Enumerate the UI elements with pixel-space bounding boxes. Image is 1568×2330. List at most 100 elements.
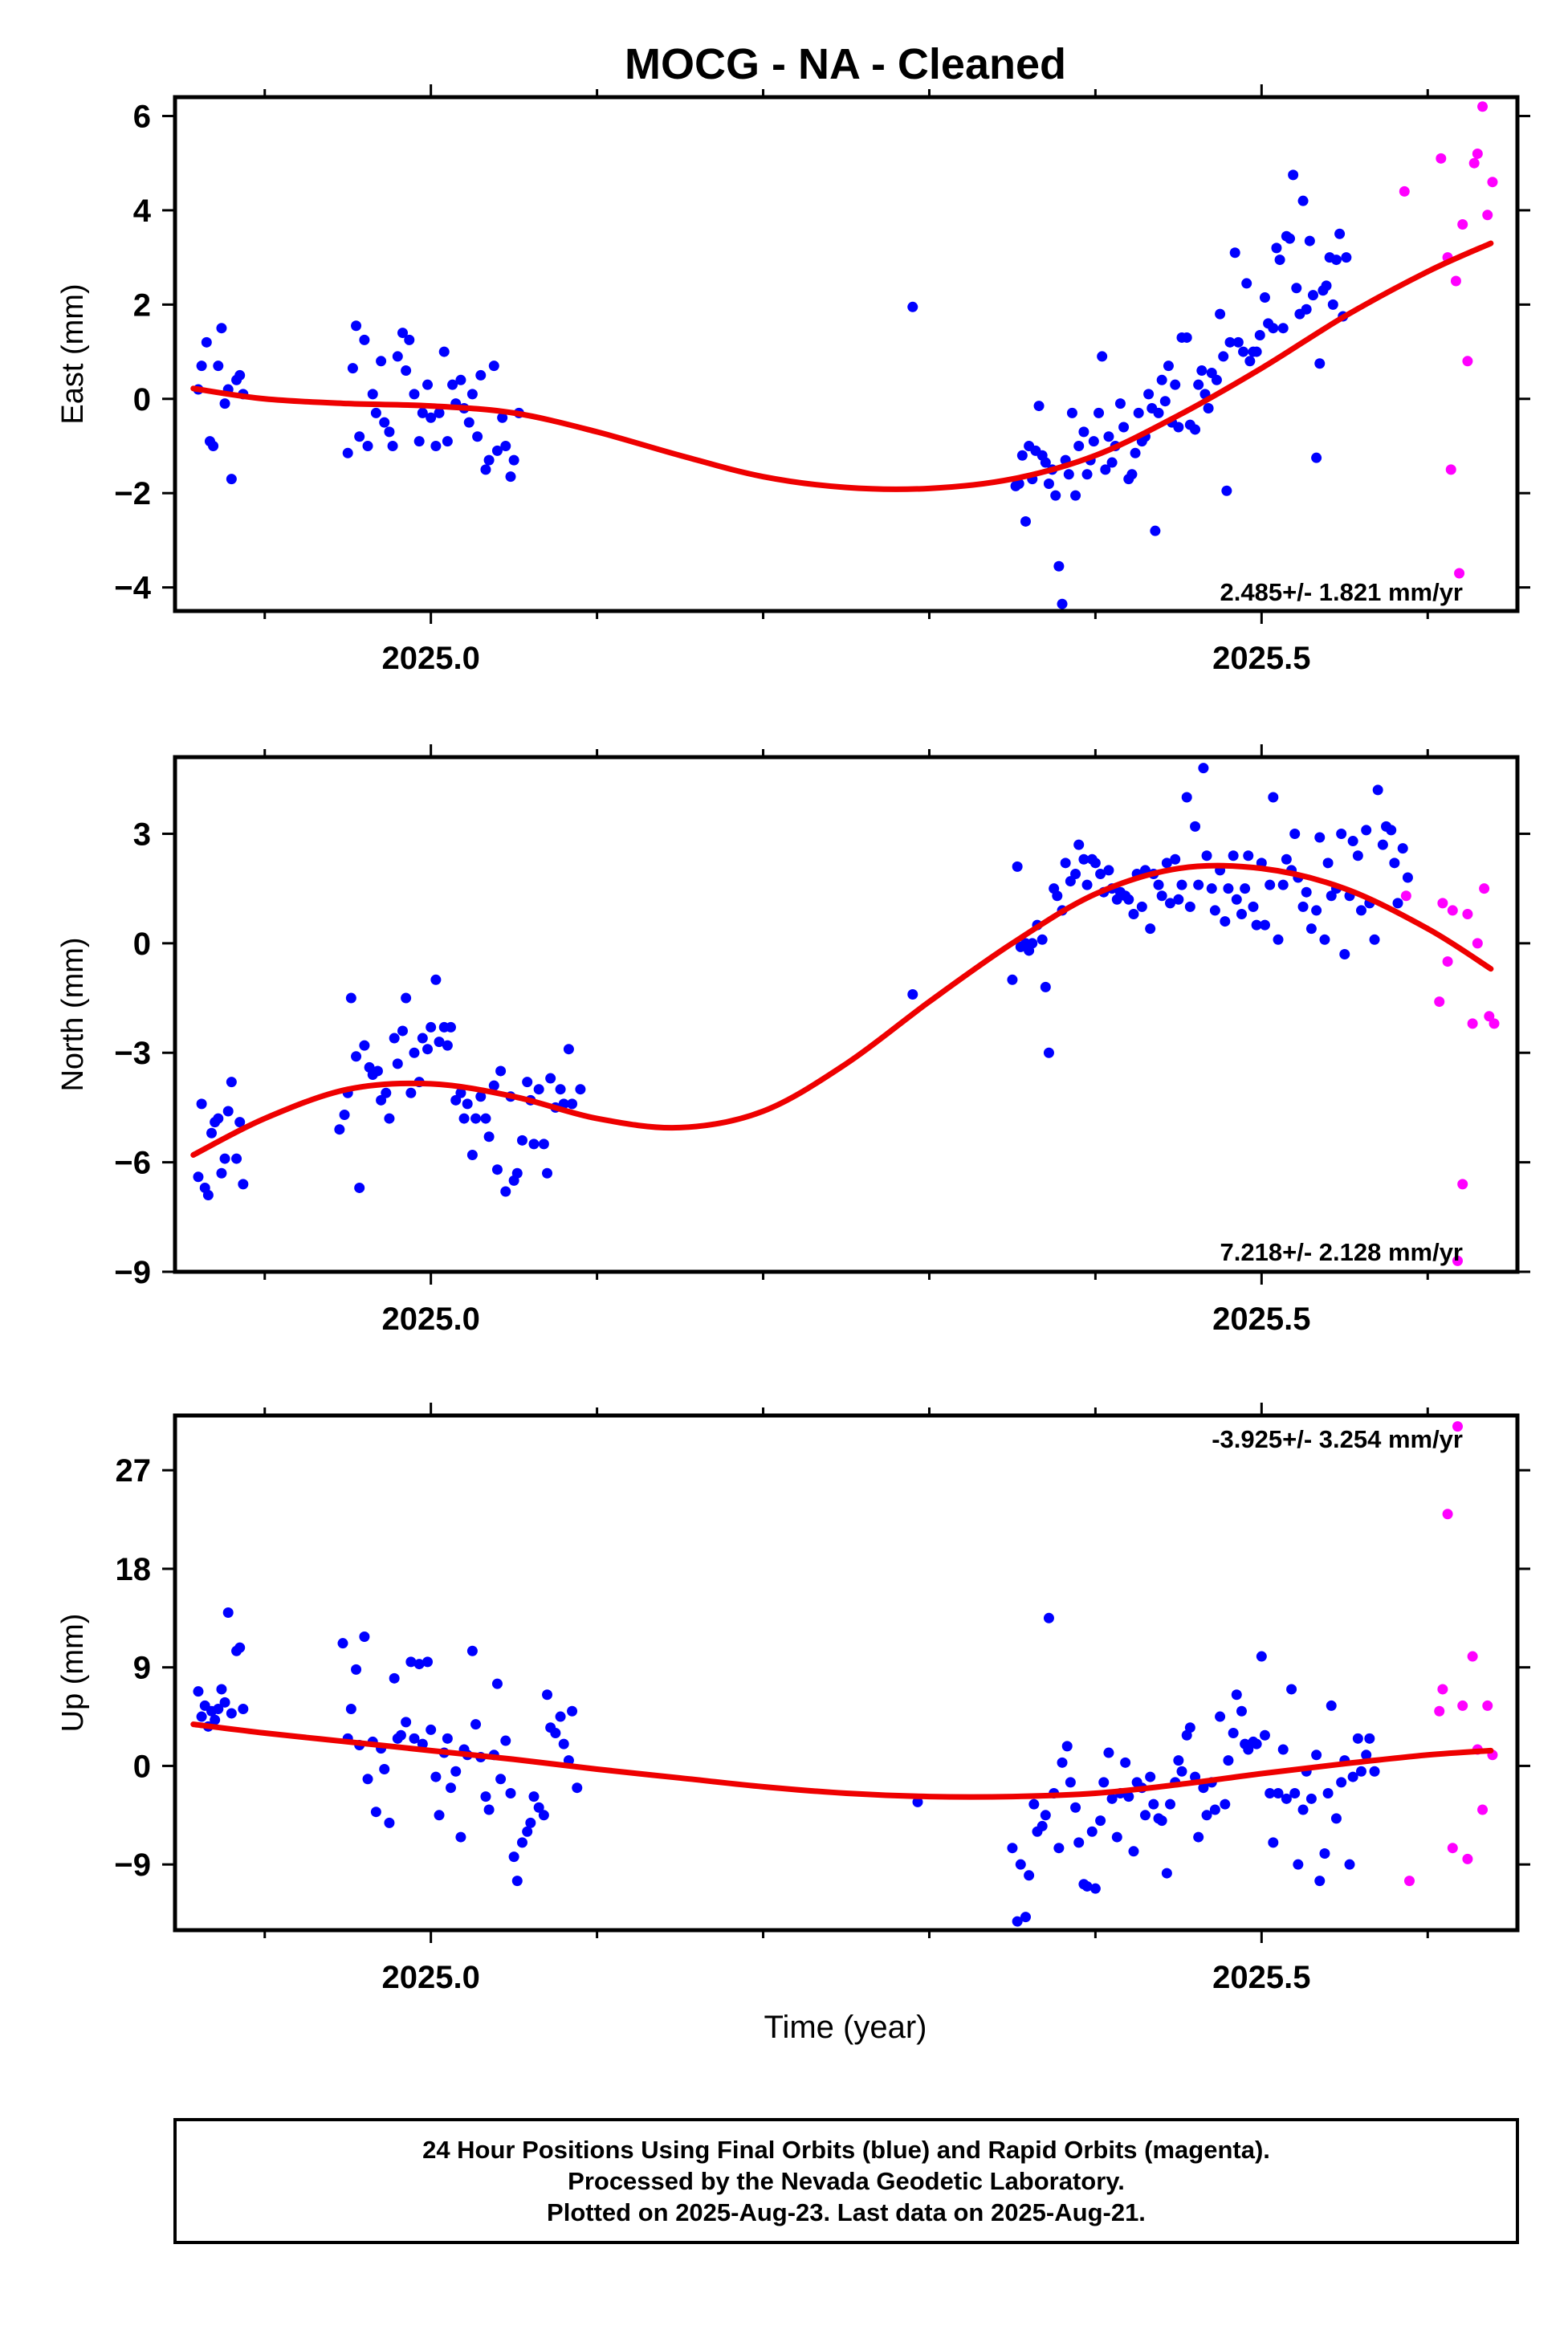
north-final-orbit-point — [1402, 872, 1413, 883]
up-final-orbit-point — [516, 1837, 527, 1848]
east-final-orbit-point — [1106, 457, 1118, 468]
east-final-orbit-point — [1193, 379, 1204, 390]
north-final-orbit-point — [1265, 879, 1276, 890]
north-final-orbit-point — [405, 1087, 417, 1098]
east-final-orbit-point — [1291, 283, 1302, 294]
up-final-orbit-point — [1012, 1916, 1023, 1927]
north-final-orbit-point — [372, 1065, 383, 1077]
up-final-orbit-point — [384, 1817, 395, 1828]
up-final-orbit-point — [1277, 1744, 1289, 1755]
up-final-orbit-point — [413, 1659, 425, 1670]
north-y-axis-label: North (mm) — [56, 937, 90, 1091]
north-final-orbit-point — [1070, 868, 1081, 879]
north-final-orbit-point — [226, 1077, 237, 1088]
up-final-orbit-point — [1347, 1771, 1358, 1782]
north-final-orbit-point — [1170, 853, 1181, 865]
up-final-orbit-point — [395, 1729, 406, 1741]
east-velocity-label: 2.485+/- 1.821 mm/yr — [1220, 578, 1463, 606]
up-final-orbit-point — [491, 1678, 503, 1689]
east-rapid-orbit-point — [1457, 219, 1468, 230]
north-rapid-orbit-point — [1479, 883, 1490, 894]
north-final-orbit-point — [1339, 948, 1350, 959]
east-final-orbit-point — [1130, 447, 1141, 458]
footer-line-1: 24 Hour Positions Using Final Orbits (bl… — [422, 2136, 1270, 2164]
up-final-orbit-point — [1336, 1777, 1347, 1788]
up-y-tick-label: 0 — [133, 1749, 151, 1784]
east-final-orbit-point — [1268, 323, 1279, 334]
up-final-orbit-point — [1103, 1747, 1114, 1758]
east-final-orbit-point — [1100, 464, 1111, 475]
east-final-orbit-point — [1066, 407, 1077, 418]
north-final-orbit-point — [1277, 879, 1289, 890]
north-final-orbit-point — [376, 1094, 387, 1106]
east-final-orbit-point — [1181, 332, 1192, 343]
east-final-orbit-point — [1133, 407, 1144, 418]
east-final-orbit-point — [354, 431, 365, 442]
east-final-orbit-point — [1244, 356, 1256, 367]
north-final-orbit-point — [1060, 857, 1071, 869]
up-final-orbit-point — [1193, 1831, 1204, 1843]
east-final-orbit-point — [1229, 247, 1240, 259]
up-final-orbit-point — [1297, 1804, 1309, 1815]
north-final-orbit-point — [491, 1164, 503, 1175]
up-rapid-orbit-point — [1477, 1804, 1489, 1815]
east-final-orbit-point — [219, 398, 230, 409]
north-final-orbit-point — [1322, 857, 1334, 869]
up-final-orbit-point — [508, 1851, 519, 1863]
up-rapid-orbit-point — [1437, 1684, 1448, 1695]
east-y-tick-label: 4 — [133, 193, 152, 229]
up-final-orbit-point — [1148, 1798, 1159, 1810]
east-final-orbit-point — [480, 464, 491, 475]
up-rapid-orbit-point — [1482, 1700, 1493, 1711]
north-final-orbit-point — [1361, 825, 1372, 836]
north-final-orbit-point — [1190, 821, 1201, 832]
up-final-orbit-point — [1089, 1883, 1101, 1894]
up-final-orbit-point — [216, 1684, 227, 1695]
up-final-orbit-point — [1281, 1793, 1292, 1804]
footer-frame — [173, 2118, 1519, 2244]
north-final-orbit-point — [511, 1167, 523, 1179]
east-final-orbit-point — [1304, 235, 1315, 246]
up-final-orbit-point — [1040, 1810, 1051, 1821]
north-final-orbit-point — [1043, 1047, 1054, 1058]
north-final-orbit-point — [202, 1190, 214, 1201]
east-final-orbit-point — [1288, 169, 1299, 181]
east-final-orbit-point — [409, 389, 420, 400]
east-final-orbit-point — [1114, 398, 1126, 409]
up-y-tick-label: 9 — [133, 1651, 151, 1686]
north-final-orbit-point — [1209, 905, 1220, 916]
north-final-orbit-point — [1397, 843, 1408, 854]
north-final-orbit-point — [216, 1167, 227, 1179]
east-final-orbit-point — [1334, 228, 1346, 239]
east-final-orbit-point — [1221, 485, 1232, 496]
north-final-orbit-point — [1073, 839, 1085, 850]
footer-box: 24 Hour Positions Using Final Orbits (bl… — [173, 2118, 1519, 2244]
north-final-orbit-point — [455, 1087, 466, 1098]
up-final-orbit-point — [1273, 1788, 1284, 1799]
up-final-orbit-point — [558, 1738, 569, 1750]
east-final-orbit-point — [196, 360, 207, 372]
east-final-orbit-point — [500, 440, 511, 451]
east-final-orbit-point — [347, 363, 358, 374]
up-final-orbit-point — [1198, 1782, 1209, 1794]
north-final-orbit-point — [1201, 850, 1212, 862]
up-final-orbit-point — [572, 1782, 583, 1794]
up-final-orbit-point — [1236, 1705, 1247, 1717]
north-final-orbit-point — [1326, 890, 1337, 902]
up-final-orbit-point — [1073, 1837, 1085, 1848]
east-final-orbit-point — [1078, 426, 1089, 438]
east-final-orbit-point — [472, 431, 483, 442]
up-final-orbit-point — [1293, 1859, 1304, 1870]
up-final-orbit-point — [1209, 1804, 1220, 1815]
north-final-orbit-point — [1184, 901, 1195, 912]
north-final-orbit-point — [475, 1091, 487, 1102]
up-final-orbit-point — [1007, 1843, 1018, 1854]
north-rapid-orbit-point — [1489, 1018, 1500, 1029]
east-final-orbit-point — [426, 412, 437, 423]
north-final-orbit-point — [1352, 850, 1363, 862]
north-final-orbit-point — [1165, 898, 1176, 909]
north-rapid-orbit-point — [1442, 956, 1453, 967]
east-final-orbit-point — [208, 440, 219, 451]
east-rapid-orbit-point — [1468, 157, 1480, 169]
up-final-orbit-point — [1024, 1870, 1035, 1881]
